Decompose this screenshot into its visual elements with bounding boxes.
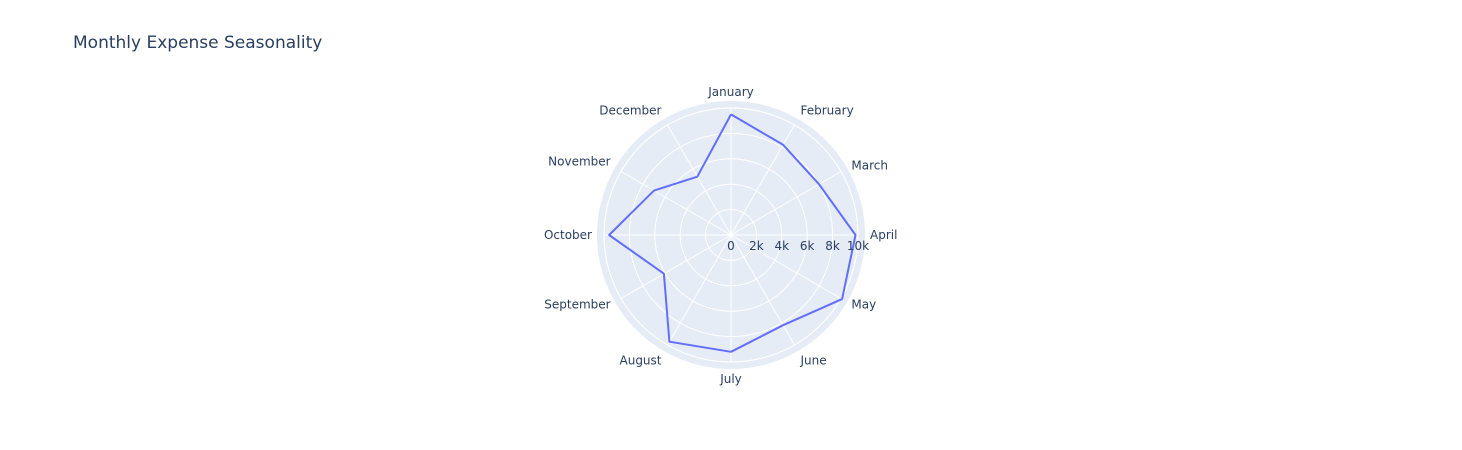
angular-label-august: August — [620, 353, 662, 367]
radial-tick-label-2: 4k — [775, 239, 790, 253]
radial-tick-label-4: 8k — [825, 239, 840, 253]
spoke-june — [730, 234, 795, 346]
radial-tick-label-1: 2k — [749, 239, 764, 253]
radial-tick-labels: 0 2k 4k 6k 8k 10k — [727, 239, 869, 253]
angular-label-november: November — [548, 155, 610, 169]
angular-label-june: June — [800, 353, 827, 367]
series-layer — [608, 113, 857, 353]
angular-label-december: December — [599, 104, 661, 118]
spoke-february — [730, 124, 795, 236]
spoke-september — [620, 234, 732, 299]
angular-label-july: July — [719, 372, 742, 386]
angular-label-february: February — [801, 104, 854, 118]
radial-tick-label-3: 6k — [800, 239, 815, 253]
angular-label-january: January — [707, 85, 754, 99]
polar-grid — [603, 107, 859, 363]
spoke-november — [620, 171, 732, 236]
radial-tick-label-0: 0 — [727, 239, 735, 253]
series-line-0 — [608, 113, 857, 353]
angular-label-september: September — [544, 298, 610, 312]
angular-label-october: October — [544, 228, 592, 242]
angular-labels: January February March April May June July Augu… — [544, 85, 897, 386]
angular-label-may: May — [851, 298, 876, 312]
spoke-december — [667, 124, 732, 236]
spoke-may — [730, 234, 842, 299]
angular-label-march: March — [851, 159, 888, 173]
radial-tick-label-5: 10k — [847, 239, 869, 253]
spoke-august — [667, 234, 732, 346]
spoke-march — [730, 171, 842, 236]
angular-label-april: April — [870, 228, 897, 242]
chart-title: Monthly Expense Seasonality — [73, 33, 323, 53]
